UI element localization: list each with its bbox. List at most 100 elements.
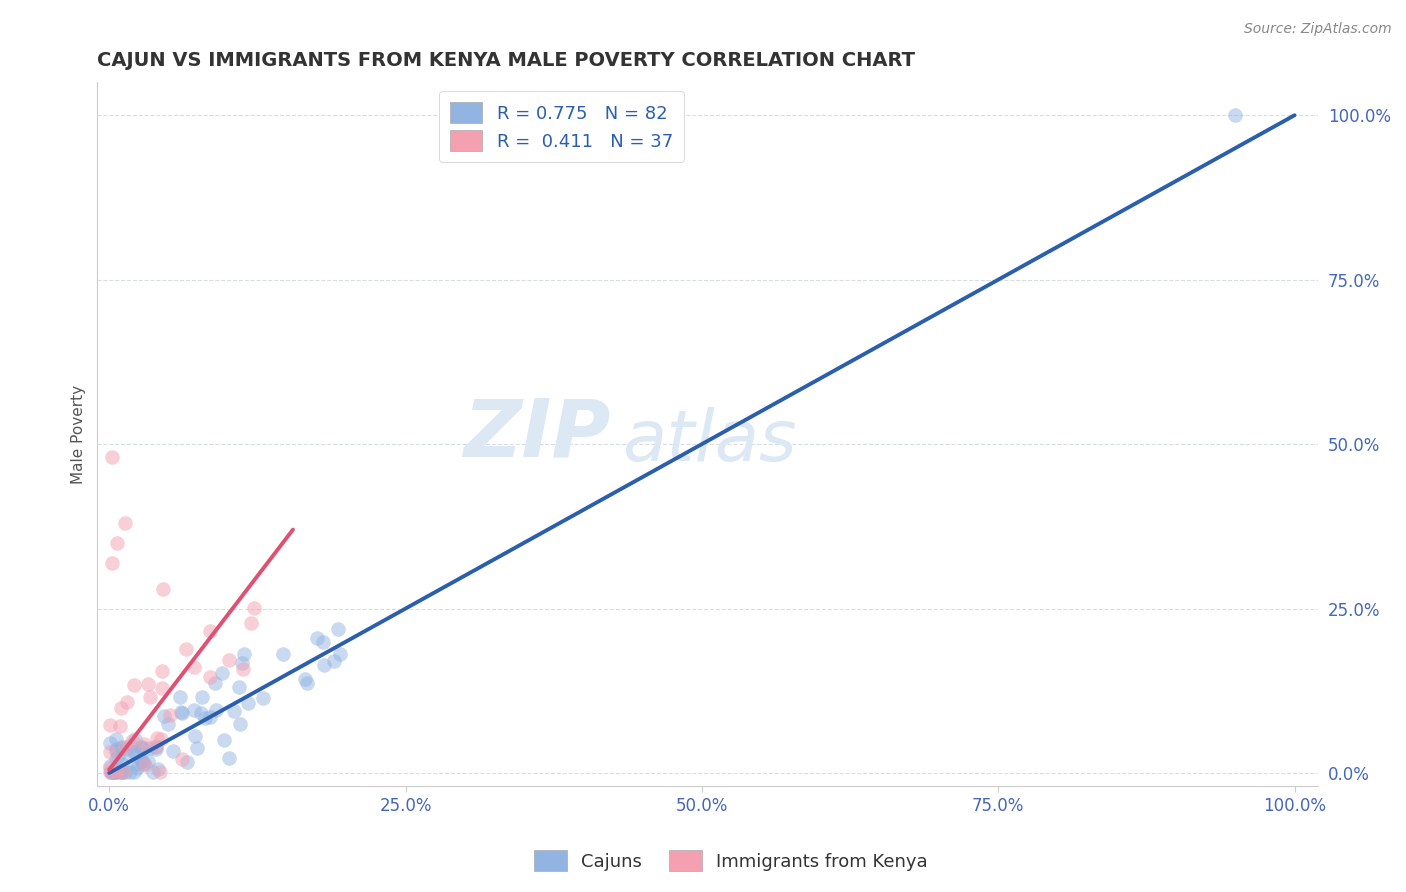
Point: [129, 741, 152, 756]
Point: [134, 758, 156, 772]
Point: [242, 601, 264, 615]
Point: [222, 705, 245, 719]
Point: [211, 666, 233, 681]
Point: [170, 752, 193, 766]
Point: [174, 641, 197, 656]
Point: [100, 765, 122, 780]
Point: [145, 739, 167, 753]
Point: [198, 670, 221, 684]
Point: [101, 765, 124, 780]
Point: [328, 622, 350, 636]
Legend: R = 0.775   N = 82, R =  0.411   N = 37: R = 0.775 N = 82, R = 0.411 N = 37: [439, 91, 683, 162]
Point: [297, 676, 319, 690]
Point: [169, 690, 191, 704]
Point: [108, 719, 131, 733]
Point: [191, 690, 214, 705]
Point: [162, 744, 184, 758]
Point: [100, 745, 122, 759]
Point: [120, 738, 142, 752]
Point: [236, 696, 259, 710]
Point: [121, 734, 143, 748]
Point: [118, 748, 141, 763]
Point: [145, 739, 167, 754]
Point: [139, 741, 162, 756]
Point: [107, 749, 129, 764]
Point: [138, 690, 160, 705]
Point: [132, 756, 155, 771]
Point: [104, 765, 127, 780]
Point: [142, 765, 165, 780]
Point: [127, 761, 149, 775]
Point: [183, 703, 205, 717]
Point: [105, 535, 128, 549]
Point: [148, 762, 170, 776]
Point: [104, 731, 127, 746]
Point: [105, 752, 128, 766]
Point: [131, 754, 153, 768]
Point: [183, 660, 205, 674]
Point: [240, 615, 263, 630]
Point: [114, 516, 136, 530]
Text: Source: ZipAtlas.com: Source: ZipAtlas.com: [1244, 22, 1392, 37]
Point: [110, 700, 132, 714]
Point: [194, 711, 217, 725]
Point: [100, 450, 122, 465]
Point: [146, 731, 169, 745]
Point: [218, 653, 240, 667]
Point: [312, 634, 335, 648]
Point: [212, 732, 235, 747]
Point: [100, 765, 122, 780]
Point: [108, 765, 131, 780]
Point: [145, 742, 167, 756]
Point: [159, 708, 181, 723]
Point: [104, 765, 127, 780]
Text: CAJUN VS IMMIGRANTS FROM KENYA MALE POVERTY CORRELATION CHART: CAJUN VS IMMIGRANTS FROM KENYA MALE POVE…: [97, 51, 915, 70]
Point: [186, 741, 208, 756]
Point: [150, 681, 173, 695]
Point: [305, 631, 328, 645]
Point: [111, 765, 134, 780]
Point: [231, 656, 253, 670]
Point: [105, 743, 128, 757]
Point: [101, 556, 124, 570]
Point: [103, 765, 125, 780]
Point: [228, 680, 250, 694]
Point: [132, 756, 155, 771]
Point: [104, 765, 127, 780]
Point: [252, 690, 274, 705]
Point: [100, 765, 122, 780]
Point: [122, 678, 145, 692]
Point: [111, 740, 134, 755]
Point: [152, 582, 174, 596]
Point: [229, 716, 252, 731]
Point: [138, 677, 160, 691]
Point: [176, 755, 198, 769]
Point: [198, 624, 221, 639]
Point: [232, 647, 254, 661]
Point: [170, 706, 193, 720]
Point: [115, 695, 138, 709]
Point: [205, 703, 228, 717]
Point: [103, 765, 125, 780]
Point: [156, 717, 179, 731]
Point: [218, 751, 240, 765]
Point: [204, 676, 226, 690]
Text: ZIP: ZIP: [463, 395, 610, 474]
Point: [190, 706, 212, 721]
Point: [124, 757, 146, 772]
Point: [314, 657, 336, 672]
Point: [323, 654, 346, 668]
Point: [100, 759, 122, 773]
Point: [100, 736, 122, 750]
Point: [200, 709, 222, 723]
Point: [132, 737, 155, 751]
Point: [122, 746, 145, 760]
Point: [150, 731, 173, 746]
Point: [105, 741, 128, 756]
Point: [105, 763, 128, 777]
Point: [183, 729, 205, 743]
Point: [114, 765, 136, 780]
Point: [111, 757, 134, 772]
Point: [124, 731, 146, 746]
Point: [153, 709, 176, 723]
